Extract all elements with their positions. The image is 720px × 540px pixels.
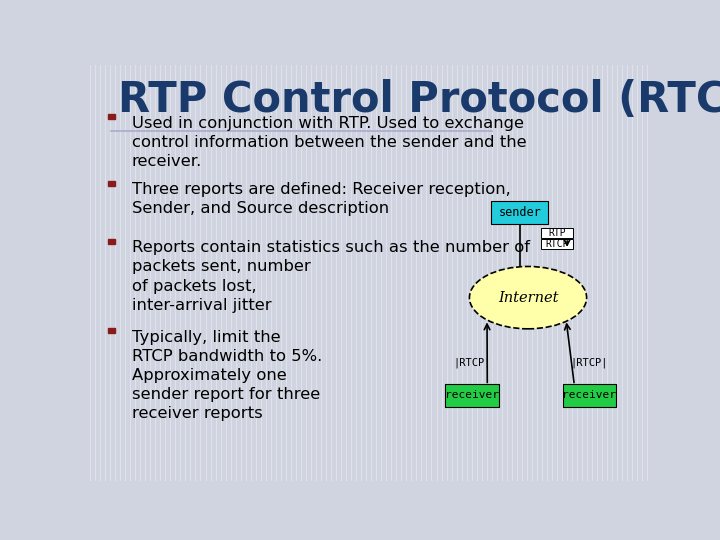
Text: sender: sender (498, 206, 541, 219)
FancyBboxPatch shape (108, 114, 114, 119)
FancyBboxPatch shape (562, 384, 616, 407)
Text: Internet: Internet (498, 291, 558, 305)
FancyBboxPatch shape (492, 201, 548, 224)
Text: Typically, limit the
RTCP bandwidth to 5%.
Approximately one
sender report for t: Typically, limit the RTCP bandwidth to 5… (132, 329, 322, 421)
Ellipse shape (469, 266, 587, 329)
Text: receiver: receiver (445, 390, 499, 400)
FancyBboxPatch shape (108, 239, 114, 244)
Text: RTP: RTP (549, 228, 566, 238)
Text: |RTCP|: |RTCP| (454, 357, 491, 368)
Text: receiver: receiver (562, 390, 616, 400)
FancyBboxPatch shape (108, 328, 114, 333)
FancyBboxPatch shape (541, 228, 573, 238)
Text: RTCP: RTCP (546, 239, 569, 249)
Text: Used in conjunction with RTP. Used to exchange
control information between the s: Used in conjunction with RTP. Used to ex… (132, 116, 526, 169)
FancyBboxPatch shape (108, 181, 114, 186)
Text: Reports contain statistics such as the number of
packets sent, number
of packets: Reports contain statistics such as the n… (132, 240, 530, 313)
FancyBboxPatch shape (446, 384, 499, 407)
Text: |RTCP|: |RTCP| (571, 357, 608, 368)
FancyBboxPatch shape (541, 239, 573, 249)
Text: Three reports are defined: Receiver reception,
Sender, and Source description: Three reports are defined: Receiver rece… (132, 182, 510, 216)
Text: RTP Control Protocol (RTCP): RTP Control Protocol (RTCP) (118, 79, 720, 122)
